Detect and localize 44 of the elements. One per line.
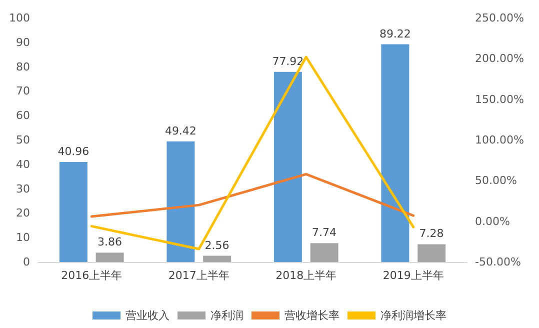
- y-tick-label: 40: [16, 158, 30, 171]
- line-series: [90, 56, 415, 250]
- bar: [381, 44, 410, 262]
- x-tick-label: 2017上半年: [168, 269, 230, 282]
- data-label: 2.56: [204, 238, 230, 252]
- x-tick-label: 2018上半年: [276, 269, 337, 282]
- y-tick-label: 100: [9, 12, 30, 24]
- y-tick-label: 90: [16, 36, 30, 49]
- y-tick-label: 70: [16, 84, 30, 98]
- data-label: 49.42: [164, 124, 196, 138]
- data-label: 40.96: [58, 145, 90, 158]
- data-label: 7.28: [419, 227, 444, 240]
- bar: [203, 256, 232, 262]
- y2-tick-label: 200.00%: [475, 52, 524, 66]
- y-tick-label: 10: [16, 231, 30, 244]
- legend-label: 营收增长率: [284, 309, 340, 322]
- data-label: 77.92: [272, 54, 304, 68]
- y-tick-label: 80: [16, 60, 30, 74]
- y2-tick-label: 50.00%: [475, 174, 517, 188]
- line-series: [90, 172, 415, 218]
- legend-label: 营业收入: [126, 309, 170, 322]
- y-tick-label: 50: [16, 134, 30, 146]
- y2-tick-label: 100.00%: [475, 134, 524, 146]
- x-tick-label: 2016上半年: [61, 269, 122, 282]
- data-label: 89.22: [379, 27, 411, 40]
- y2-tick-label: -50.00%: [475, 256, 521, 268]
- y-tick-label: 20: [16, 206, 30, 220]
- y-tick-label: 30: [16, 182, 30, 196]
- data-label: 3.86: [98, 236, 122, 249]
- y-tick-label: 0: [23, 256, 30, 268]
- bar: [274, 72, 302, 262]
- bar: [418, 244, 446, 262]
- y2-tick-label: 0.00%: [475, 214, 510, 228]
- x-tick-label: 2019上半年: [382, 269, 444, 282]
- y2-tick-label: 250.00%: [475, 12, 524, 24]
- bar: [59, 162, 88, 262]
- y-tick-label: 60: [16, 109, 30, 122]
- data-label: 7.74: [312, 226, 337, 240]
- bar: [310, 243, 338, 262]
- legend-label: 净利润: [210, 309, 244, 322]
- legend-label: 净利润增长率: [380, 309, 446, 322]
- bar: [96, 252, 124, 262]
- bar: [166, 141, 195, 262]
- y2-tick-label: 150.00%: [475, 92, 524, 106]
